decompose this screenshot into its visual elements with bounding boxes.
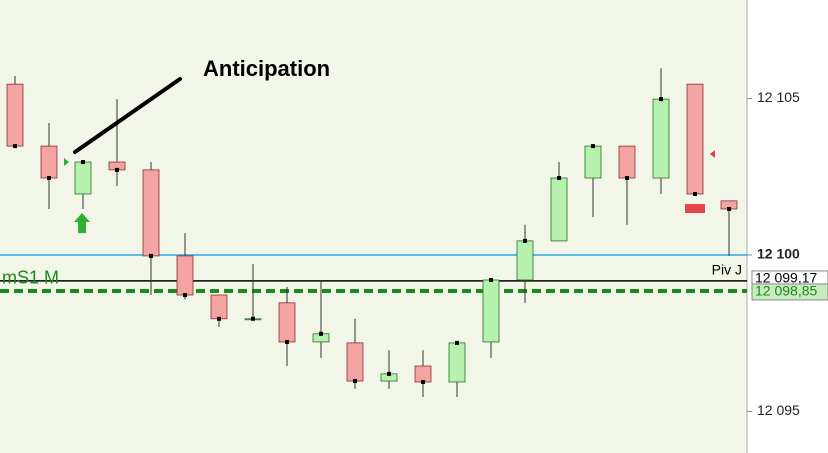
axis-panel xyxy=(747,0,828,453)
close-dot xyxy=(523,238,527,243)
candle-body xyxy=(40,145,58,179)
candle-body xyxy=(652,98,670,179)
close-dot xyxy=(591,144,595,149)
close-dot xyxy=(81,160,85,165)
level-label-box xyxy=(751,283,828,301)
close-dot xyxy=(115,167,119,172)
close-dot xyxy=(557,176,561,181)
y-tick-label: 12 100 xyxy=(757,246,800,262)
close-dot xyxy=(421,379,425,384)
candle-body xyxy=(210,294,228,320)
level-label: 12 098,85 xyxy=(755,283,817,299)
candle-body xyxy=(448,342,466,383)
candle-body xyxy=(346,342,364,382)
close-dot xyxy=(455,340,459,345)
candle-body xyxy=(516,240,534,281)
marker xyxy=(685,204,705,213)
close-dot xyxy=(251,316,255,321)
level-name: Piv J xyxy=(712,262,742,278)
plot xyxy=(0,68,747,398)
y-tick-label: 12 095 xyxy=(757,402,800,418)
close-dot xyxy=(625,176,629,181)
marker xyxy=(64,158,69,166)
candle-body xyxy=(618,145,636,179)
annotation: Anticipation xyxy=(203,56,330,81)
close-dot xyxy=(659,97,663,102)
close-dot xyxy=(285,339,289,344)
close-dot xyxy=(353,379,357,384)
candle-body xyxy=(482,279,500,343)
marker xyxy=(710,150,715,158)
close-dot xyxy=(319,331,323,336)
candle-body xyxy=(550,177,568,242)
candle-body xyxy=(142,169,160,257)
candle-body xyxy=(6,83,24,147)
y-tick-label: 12 105 xyxy=(757,89,800,105)
close-dot xyxy=(149,253,153,258)
close-dot xyxy=(183,293,187,298)
close-dot xyxy=(489,277,493,282)
close-dot xyxy=(217,316,221,321)
close-dot xyxy=(693,191,697,196)
candle-body xyxy=(74,161,92,195)
level-label: 12 099,17 xyxy=(755,270,817,286)
level-name: mS1 M xyxy=(2,268,59,288)
candle-body xyxy=(686,83,704,195)
candle-body xyxy=(176,255,194,296)
close-dot xyxy=(47,176,51,181)
up-arrow xyxy=(74,213,90,233)
close-dot xyxy=(13,144,17,149)
candle-body xyxy=(584,145,602,179)
candle-body xyxy=(414,365,432,383)
candle-body xyxy=(278,302,296,343)
annotation-line xyxy=(73,77,182,154)
close-dot xyxy=(387,371,391,376)
close-dot xyxy=(727,206,731,211)
